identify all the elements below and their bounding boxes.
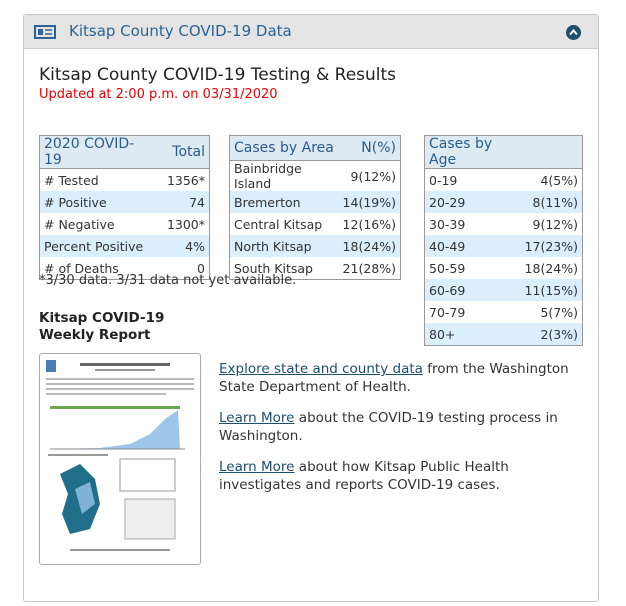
table-header-row: 2020 COVID-19 Total [39,135,210,169]
table-cell: 21(28%) [342,260,396,276]
table-cell: 17(23%) [520,235,583,257]
table-row: Percent Positive 4% [39,235,210,257]
table-row: # Positive 74 [39,191,210,213]
column-header [520,135,583,169]
table-cell: 18(24%) [524,260,578,276]
table-cell: Central Kitsap [234,216,323,232]
table-row: 50-59 18(24%) [425,257,583,279]
link-text: about how Kitsap Public Health investiga… [219,459,509,493]
link[interactable]: Learn More [219,459,295,475]
link-text: about the COVID-19 testing process in Wa… [219,410,558,444]
table-cell: 0 [197,260,205,276]
table-cell: 1300* [166,216,205,232]
column-header: Total [148,135,210,169]
column-header: N(%) [338,135,401,161]
table-cell: Percent Positive [39,235,148,257]
link-text: from the Washington State Department of … [219,361,569,395]
news-icon [34,25,56,39]
table-cell: 9(12%) [350,168,397,184]
header-title: Kitsap County COVID-19 Data [69,22,292,40]
table-cell: North Kitsap [229,235,339,257]
link-paragraph: Learn More about how Kitsap Public Healt… [219,458,584,494]
table-cell: South Kitsap [234,260,313,276]
table-row: North Kitsap 18(24%) [229,235,401,257]
table-row: South Kitsap 21(28%) [230,257,401,280]
table-row: 70-79 5(7%) [425,301,583,323]
table-cell: # Negative [44,216,115,232]
table-cell: 74 [148,191,210,213]
table-cell: 9(12%) [532,216,579,232]
column-header: Cases by Area [229,135,339,161]
table-cell: 2(3%) [520,323,583,346]
table-row: # of Deaths 0 [40,257,210,280]
table-row: 80+ 2(3%) [424,323,583,346]
table-cell: 20-29 [424,191,521,213]
table-row: 20-29 8(11%) [424,191,583,213]
table-cell: # of Deaths [44,260,119,276]
table-cell: Bremerton [229,191,339,213]
report-title-line: Weekly Report [39,327,151,343]
data-table: Cases by Age 0-19 4(5%) 20-29 8(11%) 30-39 9(1… [424,135,583,346]
table-cell: # Positive [39,191,148,213]
table-row: # Negative 1300* [40,213,210,235]
panel-header: Kitsap County COVID-19 Data [24,15,598,49]
table-row: # Tested 1356* [40,169,210,192]
table-cell: Bainbridge Island [234,161,302,191]
link[interactable]: Explore state and county data [219,361,423,377]
table-header-row: Cases by Age [424,135,583,169]
table-cell: 40-49 [424,235,521,257]
updated-time: Updated at 2:00 p.m. on 03/31/2020 [39,87,278,102]
table-cell: 30-39 [429,216,466,232]
table-cell: 1356* [166,172,205,188]
table-header-row: Cases by Area N(%) [229,135,401,161]
table-row: 60-69 11(15%) [424,279,583,301]
link[interactable]: Learn More [219,410,295,426]
table-cell: 4(5%) [540,172,578,188]
collapse-button[interactable] [566,25,581,40]
table-row: 0-19 4(5%) [425,169,583,192]
table-cell: 4% [148,235,210,257]
thumbnail-art [46,360,194,551]
table-cell: 11(15%) [520,279,583,301]
panel: Kitsap County COVID-19 Data [23,14,599,602]
table-row: 30-39 9(12%) [425,213,583,235]
table-cell: 8(11%) [520,191,583,213]
link-paragraph: Explore state and county data from the W… [219,360,584,396]
column-header: Cases by Age [424,135,521,169]
report-title: Kitsap COVID-19 Weekly Report [39,310,164,344]
footnote: *3/30 data. 3/31 data not yet available. [39,273,297,288]
table-cell: 5(7%) [540,304,578,320]
table-cell: # Tested [44,172,99,188]
report-thumbnail[interactable] [39,353,201,565]
table-cell: 80+ [424,323,521,346]
table-cell: 50-59 [429,260,466,276]
table-cell: 70-79 [429,304,466,320]
table-row: Bainbridge Island 9(12%) [230,161,401,191]
table-cell: 12(16%) [342,216,396,232]
data-table: 2020 COVID-19 Total # Tested 1356* # Positiv… [39,135,210,280]
table-cell: 60-69 [424,279,521,301]
column-header: 2020 COVID-19 [39,135,148,169]
report-title-line: Kitsap COVID-19 [39,310,165,326]
table-row: Central Kitsap 12(16%) [230,213,401,235]
table-cell: 18(24%) [338,235,401,257]
page-title: Kitsap County COVID-19 Testing & Results [39,65,397,85]
table-row: Bremerton 14(19%) [229,191,401,213]
table-cell: 14(19%) [338,191,401,213]
data-table: Cases by Area N(%) Bainbridge Island 9(12%)… [229,135,401,280]
link-paragraph: Learn More about the COVID-19 testing pr… [219,409,584,445]
table-cell: 0-19 [429,172,458,188]
table-row: 40-49 17(23%) [424,235,583,257]
